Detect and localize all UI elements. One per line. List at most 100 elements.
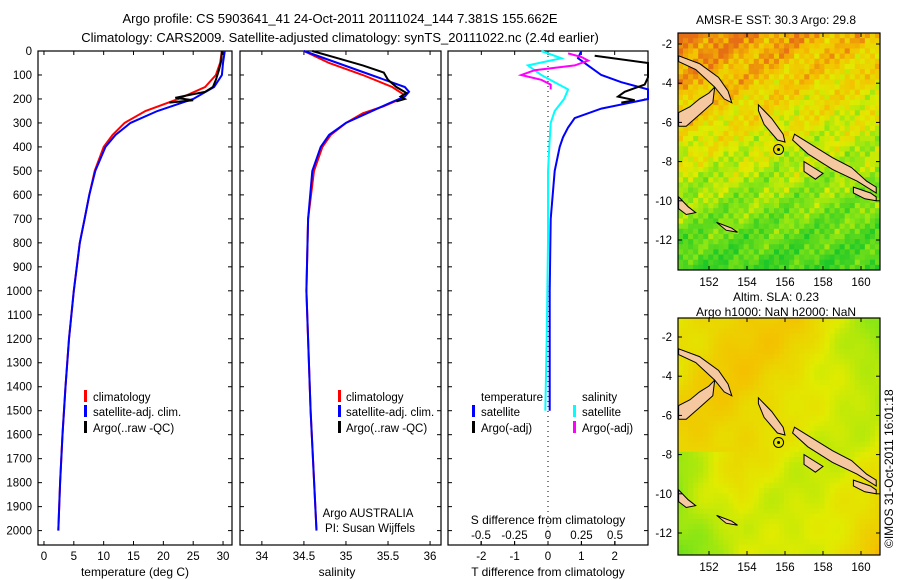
- field-cell: [763, 472, 770, 479]
- field-cell: [713, 477, 719, 484]
- field-cell: [839, 513, 846, 520]
- field-cell: [854, 488, 861, 494]
- x-tick-label: 25: [187, 551, 200, 563]
- field-cell: [839, 99, 846, 106]
- field-cell: [779, 239, 785, 245]
- field-cell: [789, 493, 795, 499]
- field-cell: [829, 348, 835, 355]
- field-cell: [703, 197, 709, 204]
- field-cell: [758, 161, 765, 168]
- field-cell: [784, 364, 790, 370]
- field-cell: [849, 53, 856, 60]
- field-cell: [713, 166, 719, 173]
- field-cell: [834, 182, 840, 188]
- field-cell: [708, 318, 714, 324]
- field-cell: [688, 161, 694, 168]
- field-cell: [814, 518, 820, 525]
- field-cell: [773, 384, 780, 391]
- x-tick-label: 35.5: [377, 551, 399, 563]
- field-cell: [859, 228, 866, 235]
- field-cell: [773, 477, 780, 484]
- field-cell: [834, 228, 840, 235]
- field-cell: [753, 457, 760, 463]
- field-cell: [693, 323, 699, 329]
- field-cell: [693, 508, 699, 515]
- field-cell: [683, 94, 689, 101]
- field-cell: [844, 513, 851, 520]
- field-cell: [693, 477, 699, 484]
- field-cell: [748, 343, 755, 350]
- field-cell: [804, 549, 810, 556]
- x-tick-label: 30: [217, 551, 230, 563]
- field-cell: [874, 369, 881, 376]
- field-cell: [688, 384, 694, 391]
- field-cell: [839, 524, 846, 530]
- field-cell: [703, 125, 709, 132]
- field-cell: [698, 544, 704, 551]
- field-cell: [743, 431, 750, 437]
- field-cell: [703, 223, 709, 230]
- field-cell: [829, 244, 835, 250]
- field-cell: [784, 38, 790, 44]
- field-cell: [738, 359, 745, 365]
- field-cell: [753, 208, 760, 214]
- field-cell: [698, 89, 704, 96]
- field-cell: [864, 208, 871, 214]
- field-cell: [844, 58, 851, 65]
- land-island: [792, 426, 877, 487]
- field-cell: [703, 534, 709, 540]
- field-cell: [844, 333, 851, 340]
- field-cell: [698, 493, 704, 499]
- field-cell: [859, 156, 866, 163]
- field-cell: [794, 544, 800, 551]
- field-cell: [854, 498, 861, 504]
- field-cell: [819, 359, 825, 365]
- field-cell: [804, 239, 810, 245]
- field-cell: [718, 120, 724, 127]
- field-cell: [718, 53, 724, 60]
- field-cell: [839, 33, 846, 39]
- field-cell: [743, 264, 750, 271]
- field-cell: [864, 146, 871, 152]
- field-cell: [869, 89, 876, 96]
- field-cell: [733, 503, 739, 510]
- field-cell: [809, 63, 815, 70]
- field-cell: [859, 390, 866, 396]
- field-cell: [784, 488, 790, 494]
- field-cell: [864, 400, 871, 406]
- field-cell: [703, 172, 709, 178]
- field-cell: [713, 395, 719, 401]
- field-cell: [799, 508, 805, 515]
- legend-swatch-climatology: [338, 390, 341, 402]
- field-cell: [678, 384, 684, 391]
- field-cell: [718, 544, 724, 551]
- field-cell: [718, 451, 724, 458]
- field-cell: [834, 384, 840, 391]
- field-cell: [693, 379, 699, 386]
- field-cell: [693, 318, 699, 324]
- field-cell: [703, 426, 709, 432]
- field-cell: [824, 379, 830, 386]
- field-cell: [768, 254, 775, 261]
- field-cell: [864, 141, 871, 147]
- field-cell: [784, 369, 790, 376]
- field-cell: [779, 529, 785, 535]
- field-cell: [683, 187, 689, 194]
- field-cell: [748, 187, 755, 194]
- field-cell: [779, 197, 785, 204]
- field-cell: [784, 48, 790, 55]
- field-cell: [849, 249, 856, 255]
- field-cell: [718, 503, 724, 510]
- field-cell: [678, 208, 684, 214]
- field-cell: [708, 534, 714, 540]
- field-cell: [864, 244, 871, 250]
- land-island: [803, 160, 824, 180]
- field-cell: [844, 390, 851, 396]
- field-cell: [753, 213, 760, 219]
- field-cell: [874, 115, 881, 121]
- field-cell: [849, 259, 856, 266]
- field-cell: [683, 254, 689, 261]
- field-cell: [799, 110, 805, 116]
- field-cell: [748, 395, 755, 401]
- field-cell: [844, 218, 851, 225]
